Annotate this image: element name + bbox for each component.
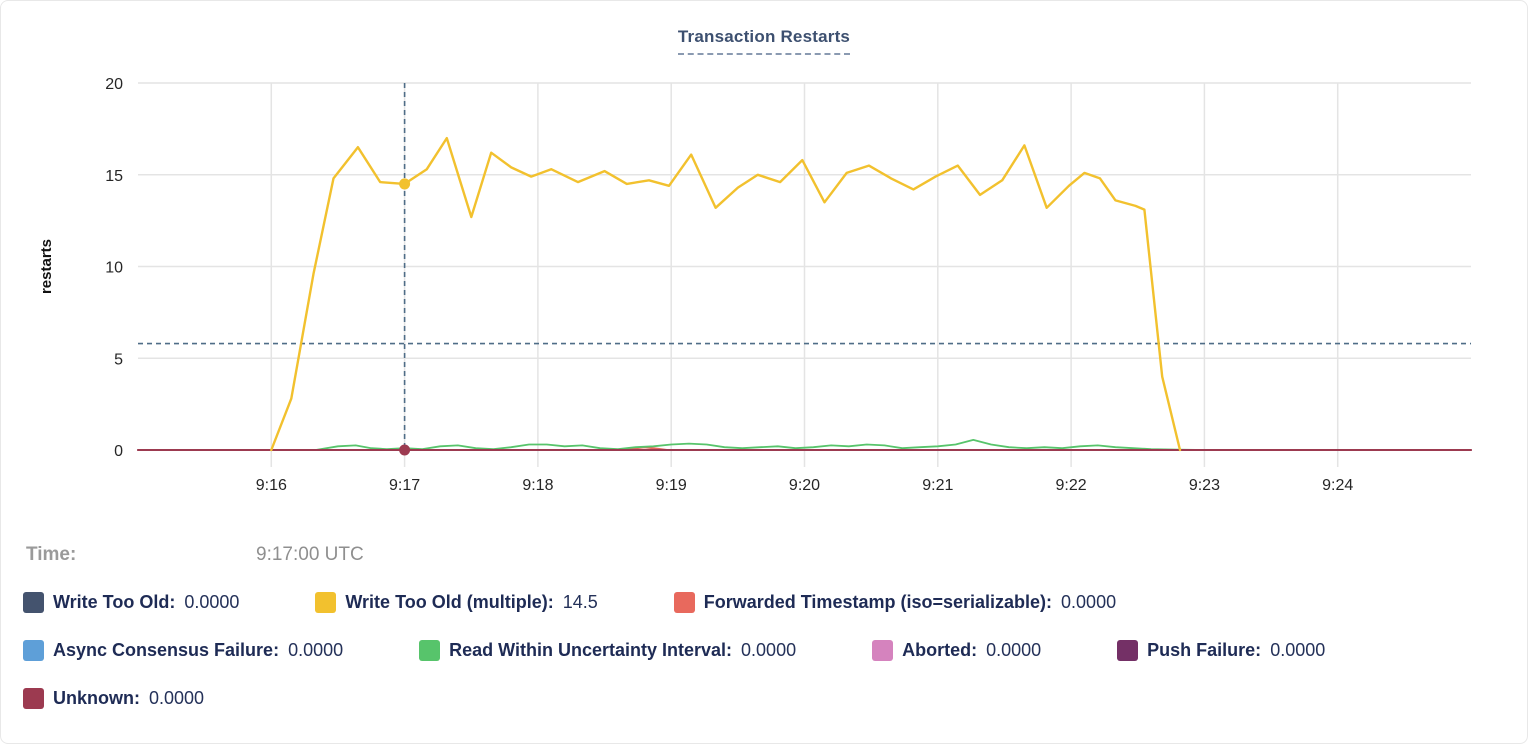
legend-item-aborted[interactable]: Aborted: 0.0000	[872, 640, 1041, 661]
y-tick-label: 15	[105, 168, 123, 185]
legend-swatch	[1117, 640, 1139, 661]
legend-label: Push Failure:	[1147, 640, 1262, 660]
y-tick-label: 20	[105, 76, 123, 93]
x-tick-label: 9:24	[1322, 477, 1353, 494]
legend-label: Aborted:	[902, 640, 978, 660]
time-value: 9:17:00 UTC	[256, 544, 364, 565]
legend-label: Forwarded Timestamp (iso=serializable):	[703, 592, 1053, 612]
legend-swatch	[872, 640, 894, 661]
legend-row: Async Consensus Failure: 0.0000 Read Withi…	[23, 640, 1515, 661]
legend-value: 0.0000	[288, 640, 344, 660]
legend-swatch	[23, 592, 44, 613]
legend-label: Read Within Uncertainty Interval:	[449, 640, 733, 660]
y-tick-label: 0	[114, 443, 123, 460]
x-tick-label: 9:19	[656, 477, 687, 494]
x-tick-label: 9:22	[1056, 477, 1087, 494]
legend-swatch	[23, 640, 44, 661]
x-tick-label: 9:20	[789, 477, 820, 494]
legend-item-read-within-uncertainty-interval[interactable]: Read Within Uncertainty Interval: 0.0000	[419, 640, 796, 661]
legend-item-forwarded-timestamp-iso-serializable[interactable]: Forwarded Timestamp (iso=serializable): 0…	[673, 592, 1117, 613]
x-tick-label: 9:21	[922, 477, 953, 494]
y-tick-label: 5	[114, 351, 123, 368]
legend-swatch	[673, 592, 695, 613]
legend: Write Too Old: 0.0000 Write Too Old (multi…	[23, 592, 1515, 736]
time-label: Time:	[26, 544, 77, 565]
legend-label: Write Too Old:	[53, 592, 176, 612]
transaction-restarts-chart[interactable]: 0 5 10 15 20 9:16 9:17 9:18 9:19 9:20 9:21 9:22 9:23…	[1, 1, 1528, 526]
legend-value: 0.0000	[1270, 640, 1326, 660]
chart-title[interactable]: Transaction Restarts	[677, 27, 851, 55]
legend-label: Async Consensus Failure:	[53, 640, 280, 660]
series-line-write-too-old-multiple	[270, 136, 1182, 452]
legend-item-push-failure[interactable]: Push Failure: 0.0000	[1117, 640, 1325, 661]
x-tick-label: 9:16	[256, 477, 287, 494]
y-tick-label: 10	[105, 260, 123, 277]
legend-value: 14.5	[562, 592, 598, 612]
legend-value: 0.0000	[986, 640, 1042, 660]
legend-value: 0.0000	[1061, 592, 1117, 612]
legend-item-write-too-old-multiple[interactable]: Write Too Old (multiple): 14.5	[315, 592, 598, 613]
chart-header: Transaction Restarts	[1, 27, 1527, 55]
x-tick-label: 9:17	[389, 477, 420, 494]
legend-swatch	[315, 592, 337, 613]
legend-label: Unknown:	[53, 688, 140, 708]
legend-item-write-too-old[interactable]: Write Too Old: 0.0000	[23, 592, 239, 613]
legend-value: 0.0000	[741, 640, 797, 660]
series-line-read-within-uncertainty-interval	[314, 438, 1206, 451]
x-tick-label: 9:23	[1189, 477, 1220, 494]
legend-row: Unknown: 0.0000	[23, 688, 1515, 709]
y-axis-title: restarts	[38, 239, 55, 294]
legend-label: Write Too Old (multiple):	[345, 592, 554, 612]
legend-value: 0.0000	[184, 592, 240, 612]
legend-swatch	[23, 688, 44, 709]
legend-value: 0.0000	[149, 688, 205, 708]
hover-time-row: Time: 9:17:00 UTC	[26, 544, 626, 568]
x-tick-label: 9:18	[522, 477, 553, 494]
hover-dot-write-too-old-multiple	[399, 178, 411, 190]
legend-item-unknown[interactable]: Unknown: 0.0000	[23, 688, 204, 709]
hover-dot-unknown	[399, 444, 411, 456]
legend-swatch	[419, 640, 441, 661]
legend-item-async-consensus-failure[interactable]: Async Consensus Failure: 0.0000	[23, 640, 343, 661]
legend-row: Write Too Old: 0.0000 Write Too Old (multi…	[23, 592, 1515, 613]
